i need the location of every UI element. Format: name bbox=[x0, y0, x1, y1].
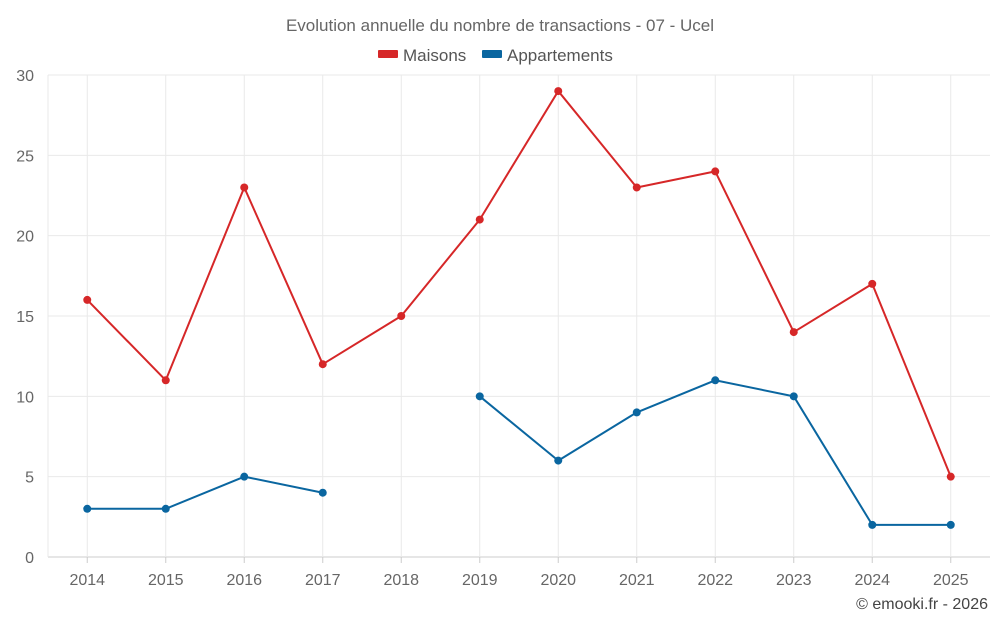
y-tick-label: 5 bbox=[25, 470, 34, 487]
y-tick-label: 0 bbox=[25, 550, 34, 567]
series bbox=[83, 87, 955, 529]
y-tick-label: 10 bbox=[16, 389, 34, 406]
data-point-appartements-2020[interactable] bbox=[554, 456, 563, 465]
x-tick-label: 2014 bbox=[69, 572, 105, 589]
data-point-maisons-2024[interactable] bbox=[868, 279, 877, 288]
series-maisons bbox=[83, 87, 955, 481]
series-appartements bbox=[83, 376, 955, 529]
data-point-appartements-2021[interactable] bbox=[632, 408, 641, 417]
data-point-maisons-2025[interactable] bbox=[946, 472, 955, 481]
data-point-maisons-2014[interactable] bbox=[83, 295, 92, 304]
data-point-maisons-2015[interactable] bbox=[161, 376, 170, 385]
legend-item-maisons[interactable]: Maisons bbox=[378, 46, 466, 65]
data-point-appartements-2014[interactable] bbox=[83, 504, 92, 513]
y-tick-label: 20 bbox=[16, 229, 34, 246]
chart-title: Evolution annuelle du nombre de transact… bbox=[286, 16, 714, 35]
data-point-appartements-2015[interactable] bbox=[161, 504, 170, 513]
x-tick-label: 2018 bbox=[383, 572, 419, 589]
data-point-maisons-2022[interactable] bbox=[711, 167, 720, 176]
x-tick-label: 2020 bbox=[540, 572, 576, 589]
data-point-maisons-2016[interactable] bbox=[240, 183, 249, 192]
series-line-maisons-0 bbox=[86, 90, 952, 478]
data-point-appartements-2017[interactable] bbox=[318, 488, 327, 497]
x-tick-label: 2019 bbox=[462, 572, 498, 589]
data-point-appartements-2023[interactable] bbox=[789, 392, 798, 401]
data-point-maisons-2023[interactable] bbox=[789, 328, 798, 337]
y-axis-ticks: 0 5 10 15 20 25 30 bbox=[16, 68, 34, 567]
data-point-appartements-2025[interactable] bbox=[946, 520, 955, 529]
y-tick-label: 15 bbox=[16, 309, 34, 326]
legend-item-appartements[interactable]: Appartements bbox=[482, 46, 613, 65]
y-tick-label: 25 bbox=[16, 148, 34, 165]
y-tick-label: 30 bbox=[16, 68, 34, 85]
legend-label-appartements: Appartements bbox=[507, 46, 613, 65]
x-tick-label: 2015 bbox=[148, 572, 184, 589]
data-point-appartements-2024[interactable] bbox=[868, 520, 877, 529]
data-point-appartements-2019[interactable] bbox=[475, 392, 484, 401]
credit-text: © emooki.fr - 2026 bbox=[856, 596, 988, 613]
data-point-maisons-2019[interactable] bbox=[475, 215, 484, 224]
data-point-maisons-2020[interactable] bbox=[554, 87, 563, 96]
grid bbox=[47, 74, 990, 563]
x-tick-label: 2023 bbox=[776, 572, 812, 589]
legend-swatch-maisons bbox=[378, 50, 398, 58]
data-point-maisons-2021[interactable] bbox=[632, 183, 641, 192]
x-tick-label: 2022 bbox=[697, 572, 733, 589]
data-point-maisons-2018[interactable] bbox=[397, 312, 406, 320]
x-tick-label: 2017 bbox=[305, 572, 341, 589]
x-tick-label: 2025 bbox=[933, 572, 969, 589]
series-line-appartements-0 bbox=[87, 475, 323, 510]
legend: Maisons Appartements bbox=[378, 46, 613, 65]
legend-label-maisons: Maisons bbox=[403, 46, 466, 65]
x-tick-label: 2021 bbox=[619, 572, 655, 589]
data-point-appartements-2022[interactable] bbox=[711, 376, 720, 385]
x-tick-label: 2024 bbox=[854, 572, 890, 589]
x-axis-ticks: 2014 2015 2016 2017 2018 2019 2020 2021 2022 2023… bbox=[69, 572, 968, 589]
x-tick-label: 2016 bbox=[226, 572, 262, 589]
data-point-maisons-2017[interactable] bbox=[318, 360, 327, 369]
data-point-appartements-2016[interactable] bbox=[240, 472, 249, 481]
legend-swatch-appartements bbox=[482, 50, 502, 58]
